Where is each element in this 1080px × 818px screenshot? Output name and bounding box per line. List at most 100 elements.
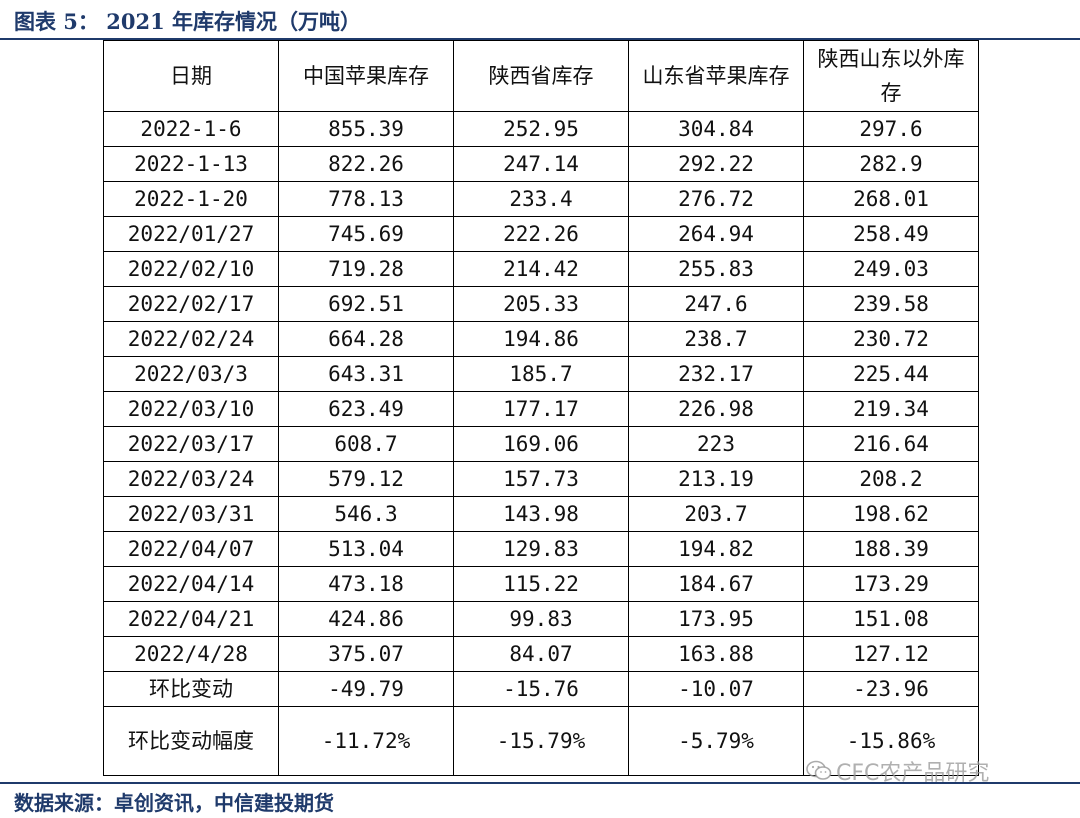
value-cell: 216.64 <box>803 426 979 462</box>
value-cell: -5.79% <box>628 706 804 776</box>
value-cell: 188.39 <box>803 531 979 567</box>
date-cell: 2022/03/17 <box>103 426 279 462</box>
title-rule <box>0 38 1080 40</box>
value-cell: 692.51 <box>278 286 454 322</box>
table-row: 2022/03/31 546.3 143.98 203.7 198.62 <box>103 496 979 532</box>
value-cell: -11.72% <box>278 706 454 776</box>
value-cell: 282.9 <box>803 146 979 182</box>
value-cell: 173.29 <box>803 566 979 602</box>
value-cell: 225.44 <box>803 356 979 392</box>
table-row: 2022-1-6 855.39 252.95 304.84 297.6 <box>103 111 979 147</box>
value-cell: -15.86% <box>803 706 979 776</box>
value-cell: 230.72 <box>803 321 979 357</box>
date-cell: 2022/03/31 <box>103 496 279 532</box>
column-header: 山东省苹果库存 <box>628 40 804 112</box>
column-header-label: 中国苹果库存 <box>303 64 429 88</box>
header-row: 日期 中国苹果库存 陕西省库存 山东省苹果库存 陕西山东以外库存 <box>103 40 979 112</box>
wechat-icon <box>806 760 832 780</box>
value-cell: 473.18 <box>278 566 454 602</box>
date-cell: 2022/02/10 <box>103 251 279 287</box>
value-cell: 151.08 <box>803 601 979 637</box>
value-cell: 719.28 <box>278 251 454 287</box>
value-cell: 623.49 <box>278 391 454 427</box>
value-cell: 214.42 <box>453 251 629 287</box>
value-cell: 855.39 <box>278 111 454 147</box>
column-header-label: 陕西山东以外库存 <box>817 47 965 105</box>
value-cell: 115.22 <box>453 566 629 602</box>
title-bar: 图表 5： 2021 年库存情况（万吨） <box>0 0 1080 38</box>
value-cell: 177.17 <box>453 391 629 427</box>
date-cell: 2022/04/07 <box>103 531 279 567</box>
value-cell: 223 <box>628 426 804 462</box>
date-cell: 2022-1-13 <box>103 146 279 182</box>
column-header: 中国苹果库存 <box>278 40 454 112</box>
table-row: 2022/4/28 375.07 84.07 163.88 127.12 <box>103 636 979 672</box>
table-row: 2022/01/27 745.69 222.26 264.94 258.49 <box>103 216 979 252</box>
table-row: 2022/02/17 692.51 205.33 247.6 239.58 <box>103 286 979 322</box>
table-row: 2022/02/10 719.28 214.42 255.83 249.03 <box>103 251 979 287</box>
value-cell: 247.14 <box>453 146 629 182</box>
table-row: 2022/03/3 643.31 185.7 232.17 225.44 <box>103 356 979 392</box>
value-cell: -49.79 <box>278 671 454 707</box>
value-cell: 513.04 <box>278 531 454 567</box>
value-cell: 163.88 <box>628 636 804 672</box>
column-header: 陕西省库存 <box>453 40 629 112</box>
value-cell: 822.26 <box>278 146 454 182</box>
value-cell: 157.73 <box>453 461 629 497</box>
value-cell: 745.69 <box>278 216 454 252</box>
value-cell: 608.7 <box>278 426 454 462</box>
value-cell: 194.86 <box>453 321 629 357</box>
date-cell: 2022/4/28 <box>103 636 279 672</box>
value-cell: 239.58 <box>803 286 979 322</box>
value-cell: 643.31 <box>278 356 454 392</box>
value-cell: 238.7 <box>628 321 804 357</box>
column-header-label: 山东省苹果库存 <box>642 64 790 88</box>
value-cell: 778.13 <box>278 181 454 217</box>
value-cell: 99.83 <box>453 601 629 637</box>
table-row: 2022/02/24 664.28 194.86 238.7 230.72 <box>103 321 979 357</box>
value-cell: 579.12 <box>278 461 454 497</box>
table-row: 2022-1-13 822.26 247.14 292.22 282.9 <box>103 146 979 182</box>
value-cell: 194.82 <box>628 531 804 567</box>
value-cell: 127.12 <box>803 636 979 672</box>
date-cell: 2022-1-20 <box>103 181 279 217</box>
column-header-label: 陕西省库存 <box>488 64 594 88</box>
value-cell: 255.83 <box>628 251 804 287</box>
watermark-text: CFC农产品研究 <box>836 761 990 786</box>
value-cell: 84.07 <box>453 636 629 672</box>
value-cell: 292.22 <box>628 146 804 182</box>
value-cell: 184.67 <box>628 566 804 602</box>
source-rule <box>0 782 1080 784</box>
column-header: 日期 <box>103 40 279 112</box>
value-cell: 247.6 <box>628 286 804 322</box>
table-row: 2022/04/07 513.04 129.83 194.82 188.39 <box>103 531 979 567</box>
date-cell: 环比变动 <box>103 671 279 707</box>
table-row: 2022/03/24 579.12 157.73 213.19 208.2 <box>103 461 979 497</box>
value-cell: 185.7 <box>453 356 629 392</box>
table-row: 2022/04/21 424.86 99.83 173.95 151.08 <box>103 601 979 637</box>
value-cell: 232.17 <box>628 356 804 392</box>
value-cell: 203.7 <box>628 496 804 532</box>
value-cell: 546.3 <box>278 496 454 532</box>
value-cell: 169.06 <box>453 426 629 462</box>
watermark: CFC农产品研究 <box>806 755 989 787</box>
table-row: 环比变动 -49.79 -15.76 -10.07 -23.96 <box>103 671 979 707</box>
column-header-label: 日期 <box>170 64 212 88</box>
value-cell: 249.03 <box>803 251 979 287</box>
value-cell: 375.07 <box>278 636 454 672</box>
date-cell: 2022-1-6 <box>103 111 279 147</box>
value-cell: 424.86 <box>278 601 454 637</box>
inventory-table: 日期 中国苹果库存 陕西省库存 山东省苹果库存 陕西山东以外库存 2022-1-6 855… <box>103 40 979 776</box>
value-cell: 258.49 <box>803 216 979 252</box>
date-cell: 2022/03/24 <box>103 461 279 497</box>
date-cell: 2022/02/17 <box>103 286 279 322</box>
value-cell: 198.62 <box>803 496 979 532</box>
value-cell: 213.19 <box>628 461 804 497</box>
value-cell: 252.95 <box>453 111 629 147</box>
value-cell: 276.72 <box>628 181 804 217</box>
value-cell: 129.83 <box>453 531 629 567</box>
date-cell: 2022/03/10 <box>103 391 279 427</box>
value-cell: 205.33 <box>453 286 629 322</box>
table-row: 2022-1-20 778.13 233.4 276.72 268.01 <box>103 181 979 217</box>
date-cell: 2022/02/24 <box>103 321 279 357</box>
